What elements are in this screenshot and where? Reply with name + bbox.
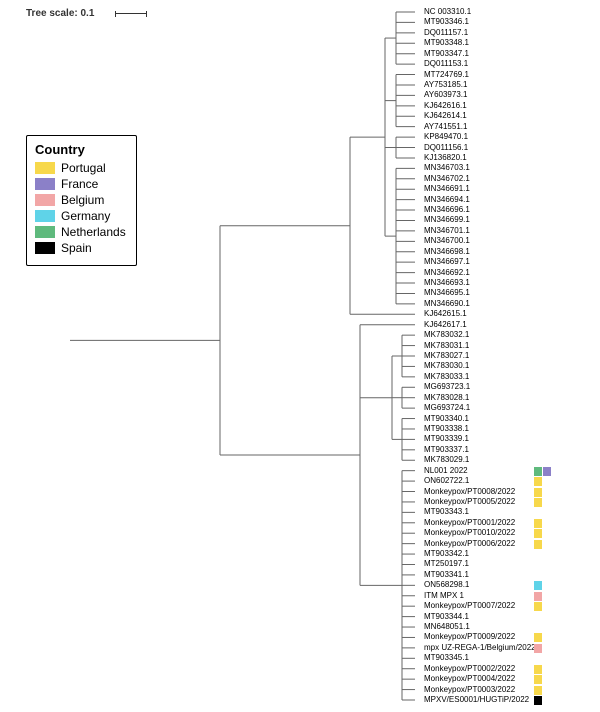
tip-label: AY741551.1 bbox=[424, 122, 467, 132]
tip-label: MK783027.1 bbox=[424, 351, 469, 361]
country-swatch bbox=[543, 467, 551, 476]
country-swatch bbox=[534, 644, 542, 653]
tip-label: Monkeypox/PT0007/2022 bbox=[424, 601, 515, 611]
tip-label: MT250197.1 bbox=[424, 559, 469, 569]
tip-label: MT903340.1 bbox=[424, 414, 469, 424]
tip-label: MT903346.1 bbox=[424, 17, 469, 27]
tip-label: MT903341.1 bbox=[424, 570, 469, 580]
tip-label: NL001 2022 bbox=[424, 466, 468, 476]
tip-label: MN346700.1 bbox=[424, 236, 470, 246]
tip-label: NC 003310.1 bbox=[424, 7, 471, 17]
tip-label: MK783030.1 bbox=[424, 361, 469, 371]
tip-label: MT903337.1 bbox=[424, 445, 469, 455]
tip-label: AY603973.1 bbox=[424, 90, 467, 100]
tip-label: MT903348.1 bbox=[424, 38, 469, 48]
country-swatch bbox=[534, 602, 542, 611]
tip-label: MN346694.1 bbox=[424, 195, 470, 205]
country-swatch bbox=[534, 686, 542, 695]
tip-label: ON568298.1 bbox=[424, 580, 469, 590]
tip-label: mpx UZ-REGA-1/Belgium/2022 bbox=[424, 643, 536, 653]
country-swatch bbox=[534, 519, 542, 528]
tip-label: MK783028.1 bbox=[424, 393, 469, 403]
tip-label: DQ011157.1 bbox=[424, 28, 468, 38]
tip-label: MPXV/ES0001/HUGTiP/2022 bbox=[424, 695, 529, 705]
tip-label: MT903339.1 bbox=[424, 434, 469, 444]
country-swatch bbox=[534, 633, 542, 642]
tip-label: MT724769.1 bbox=[424, 70, 469, 80]
tip-label: MN346693.1 bbox=[424, 278, 470, 288]
tip-label: MK783029.1 bbox=[424, 455, 469, 465]
tip-label: MG693723.1 bbox=[424, 382, 470, 392]
tip-label: KP849470.1 bbox=[424, 132, 468, 142]
tip-label: MT903338.1 bbox=[424, 424, 469, 434]
tip-label: ITM MPX 1 bbox=[424, 591, 464, 601]
tip-label: KJ642614.1 bbox=[424, 111, 467, 121]
tip-label: MN346701.1 bbox=[424, 226, 470, 236]
tip-label: KJ642616.1 bbox=[424, 101, 467, 111]
tip-label: Monkeypox/PT0003/2022 bbox=[424, 685, 515, 695]
tip-label: Monkeypox/PT0008/2022 bbox=[424, 487, 515, 497]
tip-label: MN346691.1 bbox=[424, 184, 470, 194]
country-swatch bbox=[534, 540, 542, 549]
tip-label: Monkeypox/PT0004/2022 bbox=[424, 674, 515, 684]
tip-label: MN346703.1 bbox=[424, 163, 470, 173]
country-swatch bbox=[534, 696, 542, 705]
tip-label: Monkeypox/PT0010/2022 bbox=[424, 528, 515, 538]
tip-label: ON602722.1 bbox=[424, 476, 469, 486]
tip-label: MN346697.1 bbox=[424, 257, 470, 267]
tip-label: MK783031.1 bbox=[424, 341, 469, 351]
country-swatch bbox=[534, 592, 542, 601]
tip-label: Monkeypox/PT0002/2022 bbox=[424, 664, 515, 674]
tip-label: MN346698.1 bbox=[424, 247, 470, 257]
tip-label: Monkeypox/PT0005/2022 bbox=[424, 497, 515, 507]
tip-label: KJ642617.1 bbox=[424, 320, 467, 330]
tip-label: AY753185.1 bbox=[424, 80, 467, 90]
country-swatch bbox=[534, 529, 542, 538]
country-swatch bbox=[534, 665, 542, 674]
country-swatch bbox=[534, 498, 542, 507]
tip-label: MT903344.1 bbox=[424, 612, 469, 622]
tip-label: MK783033.1 bbox=[424, 372, 469, 382]
country-swatch bbox=[534, 467, 542, 476]
tip-label: MN346696.1 bbox=[424, 205, 470, 215]
tip-label: MK783032.1 bbox=[424, 330, 469, 340]
tip-label: MN346695.1 bbox=[424, 288, 470, 298]
tip-label: MT903343.1 bbox=[424, 507, 469, 517]
tip-label: MN346692.1 bbox=[424, 268, 470, 278]
tip-label: DQ011153.1 bbox=[424, 59, 468, 69]
tip-label: MT903347.1 bbox=[424, 49, 469, 59]
tip-label: Monkeypox/PT0006/2022 bbox=[424, 539, 515, 549]
country-swatch bbox=[534, 581, 542, 590]
tip-label: MT903345.1 bbox=[424, 653, 469, 663]
country-swatch bbox=[534, 477, 542, 486]
tip-label: MN648051.1 bbox=[424, 622, 470, 632]
tip-label: Monkeypox/PT0001/2022 bbox=[424, 518, 515, 528]
tip-label: Monkeypox/PT0009/2022 bbox=[424, 632, 515, 642]
tip-label: KJ136820.1 bbox=[424, 153, 467, 163]
country-swatch bbox=[534, 488, 542, 497]
tip-label: MN346702.1 bbox=[424, 174, 470, 184]
country-swatch bbox=[534, 675, 542, 684]
tip-label: MN346699.1 bbox=[424, 215, 470, 225]
tip-label: MG693724.1 bbox=[424, 403, 470, 413]
tip-label: DQ011156.1 bbox=[424, 143, 468, 153]
tip-label: KJ642615.1 bbox=[424, 309, 467, 319]
tip-label: MT903342.1 bbox=[424, 549, 469, 559]
tip-label: MN346690.1 bbox=[424, 299, 470, 309]
